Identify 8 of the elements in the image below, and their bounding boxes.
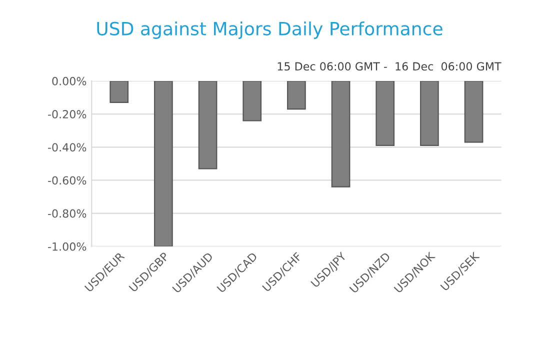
y-tick-label: -1.00%	[48, 242, 86, 251]
y-tick-label: -0.80%	[48, 209, 86, 218]
y-tick-label: 0.00%	[52, 76, 86, 86]
chart-title: USD against Majors Daily Performance	[97, 21, 442, 39]
chart-subtitle: 15 Dec 06:00 GMT - 16 Dec 06:00 GMT	[278, 62, 502, 71]
y-tick-label: -0.60%	[48, 176, 86, 185]
y-tick-label: -0.40%	[48, 143, 86, 152]
y-tick-label: -0.20%	[48, 110, 86, 118]
